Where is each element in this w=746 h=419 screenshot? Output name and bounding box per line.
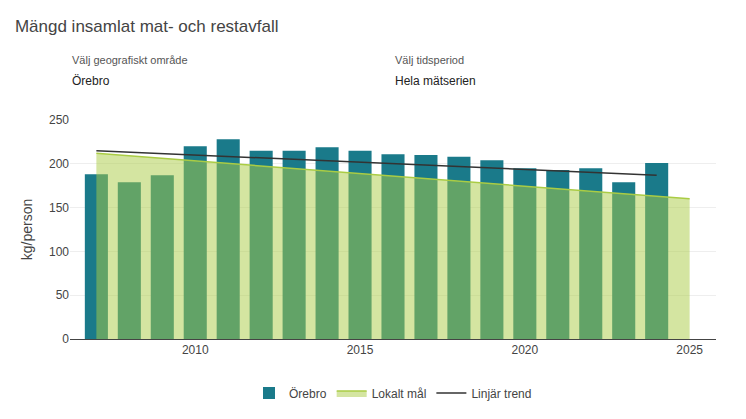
svg-text:Lokalt mål: Lokalt mål <box>372 387 427 401</box>
svg-text:200: 200 <box>49 157 69 171</box>
svg-text:0: 0 <box>62 332 69 346</box>
svg-text:150: 150 <box>49 201 69 215</box>
svg-text:Välj geografiskt område: Välj geografiskt område <box>72 54 188 66</box>
svg-text:Linjär trend: Linjär trend <box>471 387 531 401</box>
svg-text:100: 100 <box>49 245 69 259</box>
svg-text:Örebro: Örebro <box>289 387 327 401</box>
svg-text:Välj tidsperiod: Välj tidsperiod <box>395 54 464 66</box>
svg-text:Mängd insamlat mat- och restav: Mängd insamlat mat- och restavfall <box>15 17 279 36</box>
svg-text:kg/person: kg/person <box>19 199 35 260</box>
svg-text:250: 250 <box>49 113 69 127</box>
svg-text:Hela mätserien: Hela mätserien <box>395 74 476 88</box>
svg-text:50: 50 <box>56 288 70 302</box>
svg-text:Örebro: Örebro <box>72 74 110 88</box>
svg-text:2020: 2020 <box>511 343 538 357</box>
svg-text:2025: 2025 <box>676 343 703 357</box>
svg-text:2010: 2010 <box>182 343 209 357</box>
svg-text:2015: 2015 <box>347 343 374 357</box>
